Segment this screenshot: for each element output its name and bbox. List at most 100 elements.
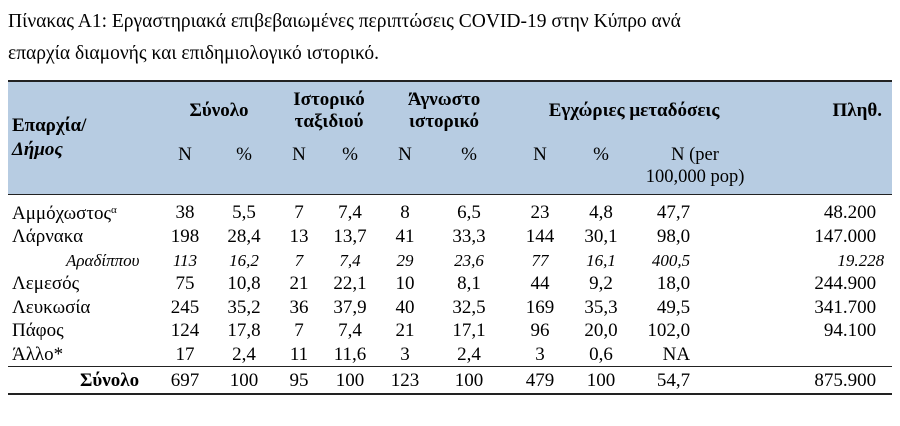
total-row: Σύνολο 697 100 95 100 123 100 479 100 54…	[8, 366, 893, 395]
header-population: Πληθ.	[832, 100, 883, 121]
subheader-total-n: N	[178, 144, 192, 165]
header-travel-line1: Ιστορικό	[293, 89, 365, 110]
cell-per100k: 98,0	[656, 226, 691, 248]
table-row: Πάφος 124 17,8 7 7,4 21 17,1 96 20,0 102…	[8, 319, 892, 343]
subheader-total-pct: %	[236, 144, 252, 165]
cell-travel-pct: 22,1	[333, 273, 367, 295]
cell-travel-n: 21	[289, 273, 309, 295]
cell-population: 94.100	[823, 320, 877, 342]
cell-unknown-n: 41	[395, 226, 415, 248]
cell-total-pct: 17,8	[227, 320, 261, 342]
row-name: Αμμόχωστοςα	[8, 195, 160, 226]
table-row: Αμμόχωστοςα 38 5,5 7 7,4 8 6,5 23 4,8 47…	[8, 195, 892, 226]
cell-per100k: 49,5	[656, 296, 691, 318]
header-travel-line2: ταξιδιού	[294, 111, 364, 132]
cell-total-n: 113	[172, 250, 198, 270]
cell-local-pct: 0,6	[589, 343, 613, 365]
cell-local-n: 169	[525, 296, 555, 318]
cell-unknown-pct: 17,1	[452, 320, 486, 342]
cell-travel-n: 13	[289, 226, 309, 248]
cell-total-pct: 100	[210, 366, 279, 395]
caption-line-1: Πίνακας Α1: Εργαστηριακά επιβεβαιωμένες …	[8, 11, 681, 32]
header-travel: Ιστορικό ταξιδιού	[278, 81, 380, 140]
table-row: Λευκωσία 245 35,2 36 37,9 40 32,5 169 35…	[8, 296, 892, 320]
cell-local-n: 3	[535, 343, 545, 365]
cell-local-pct: 100	[572, 366, 631, 395]
header-unknown-line2: ιστορικό	[409, 111, 480, 132]
cell-total-pct: 5,5	[232, 201, 256, 223]
cell-travel-pct: 13,7	[333, 226, 367, 248]
row-name: Λευκωσία	[12, 296, 91, 318]
table-row: Λάρνακα 198 28,4 13 13,7 41 33,3 144 30,…	[8, 225, 892, 249]
cell-travel-pct: 7,4	[338, 320, 362, 342]
cell-travel-n: 95	[278, 366, 321, 395]
cell-local-n: 23	[530, 201, 550, 223]
cell-local-n: 96	[530, 320, 550, 342]
header-row-1: Επαρχία/ Δήμος Σύνολο Ιστορικό ταξιδιού …	[8, 81, 893, 160]
cell-population: 48.200	[823, 201, 877, 223]
header-unknown-line1: Άγνωστο	[407, 89, 481, 110]
cell-unknown-pct: 2,4	[457, 343, 481, 365]
cell-unknown-n: 123	[380, 366, 431, 395]
row-name: Λάρνακα	[12, 226, 84, 248]
header-total: Σύνολο	[189, 100, 249, 121]
subheader-local-pct: %	[593, 144, 609, 165]
cell-unknown-n: 40	[395, 296, 415, 318]
cell-local-pct: 9,2	[589, 273, 613, 295]
cell-population	[760, 343, 892, 367]
cell-population: 875.900	[760, 366, 893, 395]
cell-total-n: 697	[160, 366, 210, 395]
cell-population: 244.900	[814, 273, 877, 295]
cell-unknown-pct: 8,1	[457, 273, 481, 295]
cell-total-pct: 28,4	[227, 226, 261, 248]
cell-local-pct: 30,1	[584, 226, 618, 248]
header-local: Εγχώριες μεταδόσεις	[548, 100, 720, 121]
cell-local-n: 77	[531, 250, 549, 270]
cell-total-pct: 10,8	[227, 273, 261, 295]
table-caption: Πίνακας Α1: Εργαστηριακά επιβεβαιωμένες …	[8, 6, 892, 70]
cell-total-n: 75	[175, 273, 195, 295]
cell-per100k: 18,0	[656, 273, 691, 295]
subheader-population-empty	[760, 140, 892, 195]
cell-local-n: 144	[525, 226, 555, 248]
row-name: Αραδίππου	[66, 250, 140, 270]
cell-total-pct: 35,2	[227, 296, 261, 318]
cell-travel-pct: 37,9	[333, 296, 367, 318]
cell-travel-n: 7	[294, 320, 304, 342]
cell-unknown-n: 10	[395, 273, 415, 295]
subheader-per100k-line1: N (per	[671, 145, 719, 165]
cell-total-pct: 16,2	[229, 250, 259, 270]
cell-total-n: 245	[170, 296, 200, 318]
cell-travel-pct: 11,6	[333, 343, 367, 365]
subheader-per100k-line2: 100,000 pop)	[645, 167, 745, 187]
cell-travel-n: 36	[289, 296, 309, 318]
cell-local-pct: 4,8	[589, 201, 613, 223]
cell-local-n: 44	[530, 273, 550, 295]
table-row: Λεμεσός 75 10,8 21 22,1 10 8,1 44 9,2 18…	[8, 272, 892, 296]
cell-population: 19.228	[837, 250, 885, 270]
cell-local-n: 479	[508, 366, 573, 395]
header-region-line2: Δήμος	[12, 139, 63, 160]
cell-travel-pct: 100	[320, 366, 381, 395]
cell-total-n: 124	[170, 320, 200, 342]
cell-travel-n: 11	[289, 343, 309, 365]
cell-per100k: 400,5	[651, 250, 691, 270]
cell-travel-n: 7	[294, 201, 304, 223]
cell-local-pct: 35,3	[584, 296, 618, 318]
row-name: Πάφος	[12, 320, 64, 342]
cell-unknown-n: 29	[396, 250, 414, 270]
cell-unknown-pct: 100	[430, 366, 509, 395]
cell-population: 341.700	[814, 296, 877, 318]
cell-per100k: NA	[662, 343, 691, 365]
cell-per100k: 102,0	[647, 320, 691, 342]
cell-unknown-n: 3	[400, 343, 410, 365]
total-row-name: Σύνολο	[8, 366, 160, 395]
cell-total-n: 198	[170, 226, 200, 248]
subheader-unknown-pct: %	[461, 144, 477, 165]
cell-local-pct: 20,0	[584, 320, 618, 342]
cell-per100k: 54,7	[630, 366, 761, 395]
subheader-travel-pct: %	[342, 144, 358, 165]
subheader-per100k: N (per 100,000 pop)	[630, 140, 760, 195]
cell-travel-pct: 7,4	[338, 201, 362, 223]
footnote-marker: α	[111, 204, 117, 216]
